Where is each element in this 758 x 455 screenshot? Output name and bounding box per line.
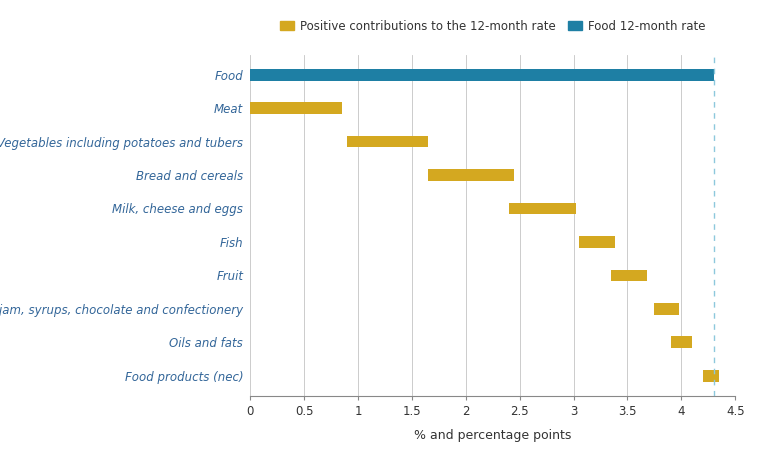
Bar [671, 336, 692, 348]
Bar [347, 136, 428, 147]
Bar [250, 102, 342, 114]
Bar [509, 202, 576, 214]
Bar [579, 236, 615, 248]
X-axis label: % and percentage points: % and percentage points [414, 429, 572, 442]
Bar [428, 169, 514, 181]
Bar [703, 370, 719, 382]
Bar [654, 303, 679, 315]
Legend: Positive contributions to the 12-month rate, Food 12-month rate: Positive contributions to the 12-month r… [280, 20, 705, 33]
Bar [250, 69, 714, 81]
Bar [611, 269, 647, 281]
